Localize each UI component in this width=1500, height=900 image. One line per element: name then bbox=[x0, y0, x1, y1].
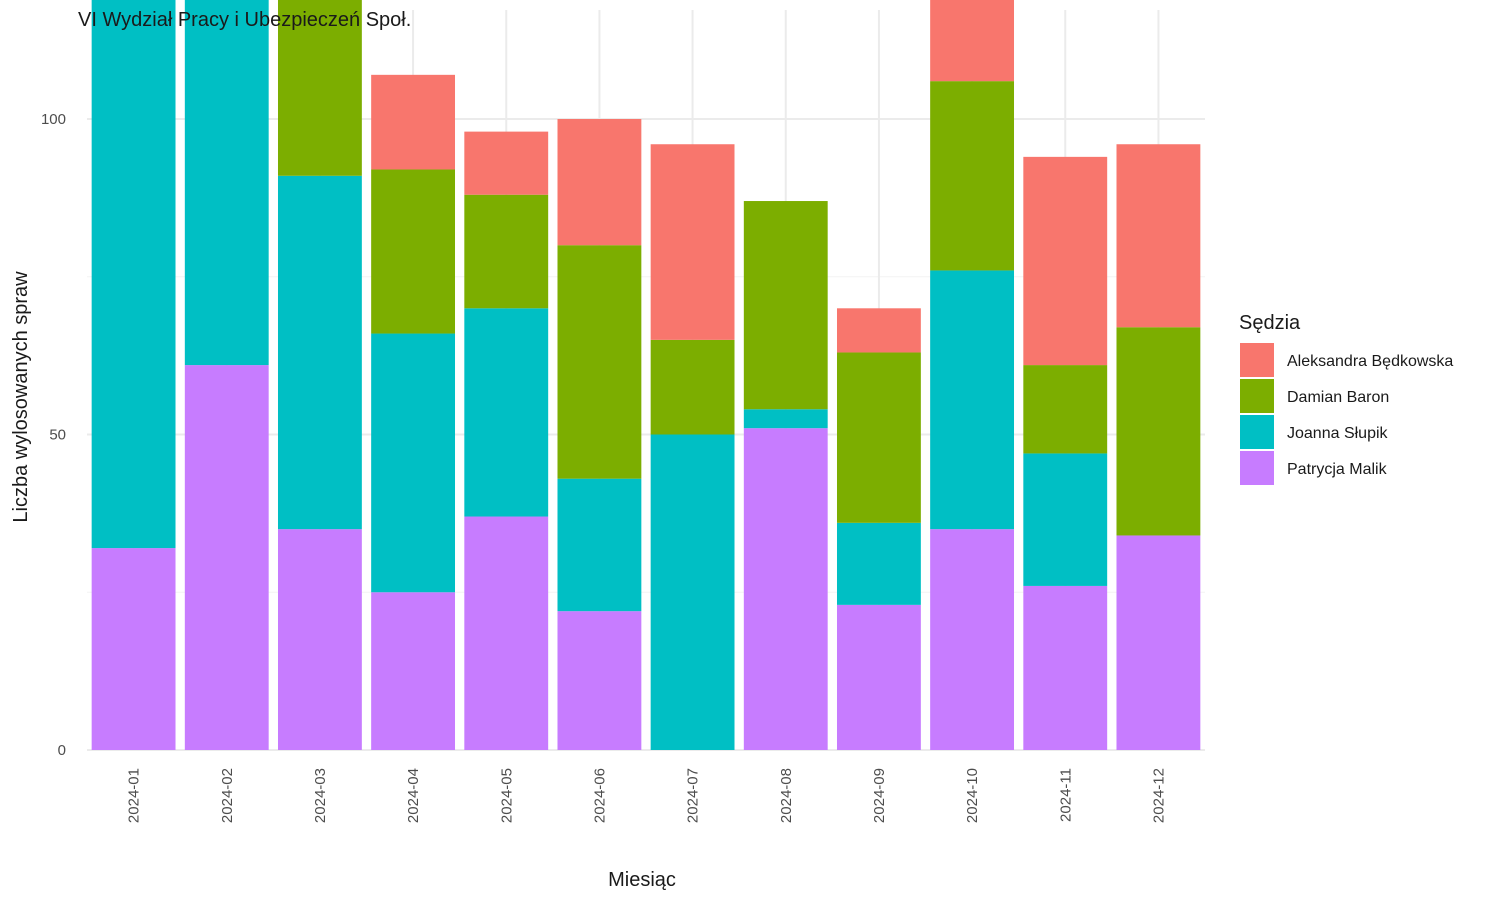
bar-segment bbox=[836, 308, 921, 353]
bars bbox=[91, 0, 1201, 750]
y-tick-label: 50 bbox=[49, 427, 66, 444]
x-tick-label: 2024-12 bbox=[1150, 768, 1167, 823]
bar-segment bbox=[1023, 365, 1108, 454]
bar-segment bbox=[1023, 585, 1108, 750]
bar-segment bbox=[371, 74, 456, 170]
x-axis-ticks: 2024-01 2024-02 2024-03 2024-04 2024-05 2024-… bbox=[126, 768, 1168, 823]
legend-label: Patrycja Malik bbox=[1287, 461, 1388, 478]
bar-segment bbox=[743, 201, 828, 410]
x-tick-label: 2024-05 bbox=[498, 768, 515, 823]
y-tick-label: 0 bbox=[58, 742, 66, 759]
bar-segment bbox=[1116, 535, 1201, 750]
x-tick-label: 2024-09 bbox=[871, 768, 888, 823]
bar-segment bbox=[836, 522, 921, 605]
bar-segment bbox=[557, 245, 642, 479]
legend-label: Damian Baron bbox=[1287, 389, 1389, 406]
bar-segment bbox=[650, 339, 735, 435]
x-tick-label: 2024-03 bbox=[312, 768, 329, 823]
legend-label: Aleksandra Będkowska bbox=[1287, 353, 1453, 370]
bar-segment bbox=[277, 175, 362, 530]
bar-segment bbox=[371, 592, 456, 750]
bar-segment bbox=[743, 409, 828, 429]
legend-swatch bbox=[1240, 343, 1274, 377]
bar-segment bbox=[464, 308, 549, 517]
bar-segment bbox=[930, 270, 1015, 530]
bar-segment bbox=[464, 516, 549, 750]
bar-segment bbox=[371, 333, 456, 593]
x-tick-label: 2024-07 bbox=[685, 768, 702, 823]
bar-segment bbox=[464, 131, 549, 195]
bar-segment bbox=[184, 365, 269, 750]
bar-segment bbox=[557, 611, 642, 750]
x-tick-label: 2024-02 bbox=[219, 768, 236, 823]
bar-segment bbox=[650, 434, 735, 750]
bar-segment bbox=[1116, 144, 1201, 328]
bar-segment bbox=[91, 0, 176, 549]
chart-title: VI Wydział Pracy i Ubezpieczeń Społ. bbox=[78, 9, 411, 31]
bar-segment bbox=[836, 604, 921, 750]
legend-title: Sędzia bbox=[1239, 312, 1301, 334]
x-tick-label: 2024-11 bbox=[1057, 768, 1074, 822]
bar-segment bbox=[1023, 453, 1108, 586]
y-axis-ticks: 050100150200 bbox=[41, 111, 66, 759]
bar-segment bbox=[743, 428, 828, 750]
x-tick-label: 2024-08 bbox=[778, 768, 795, 823]
bar-segment bbox=[557, 119, 642, 246]
bar-segment bbox=[184, 0, 269, 366]
x-tick-label: 2024-06 bbox=[591, 768, 608, 823]
legend: Sędzia Aleksandra Będkowska Damian Baron J… bbox=[1239, 312, 1453, 485]
bar-segment bbox=[930, 81, 1015, 271]
bar-segment bbox=[91, 548, 176, 750]
x-tick-label: 2024-10 bbox=[964, 768, 981, 823]
legend-swatch bbox=[1240, 379, 1274, 413]
y-tick-label: 100 bbox=[41, 111, 66, 128]
x-tick-label: 2024-01 bbox=[126, 768, 143, 823]
bar-segment bbox=[930, 529, 1015, 750]
x-tick-label: 2024-04 bbox=[405, 768, 422, 823]
bar-segment bbox=[277, 529, 362, 750]
bar-segment bbox=[836, 352, 921, 523]
y-axis-title: Liczba wylosowanych spraw bbox=[10, 271, 32, 523]
legend-label: Joanna Słupik bbox=[1287, 425, 1389, 442]
bar-segment bbox=[464, 194, 549, 309]
bar-segment bbox=[1023, 156, 1108, 366]
legend-swatch bbox=[1240, 451, 1274, 485]
x-axis-title: Miesiąc bbox=[608, 869, 676, 891]
bar-segment bbox=[557, 478, 642, 612]
legend-swatch bbox=[1240, 415, 1274, 449]
bar-segment bbox=[371, 169, 456, 334]
bar-segment bbox=[1116, 327, 1201, 536]
bar-segment bbox=[277, 0, 362, 176]
bar-segment bbox=[650, 144, 735, 340]
legend-items: Aleksandra Będkowska Damian Baron Joanna S… bbox=[1240, 343, 1453, 485]
bar-segment bbox=[930, 0, 1015, 82]
